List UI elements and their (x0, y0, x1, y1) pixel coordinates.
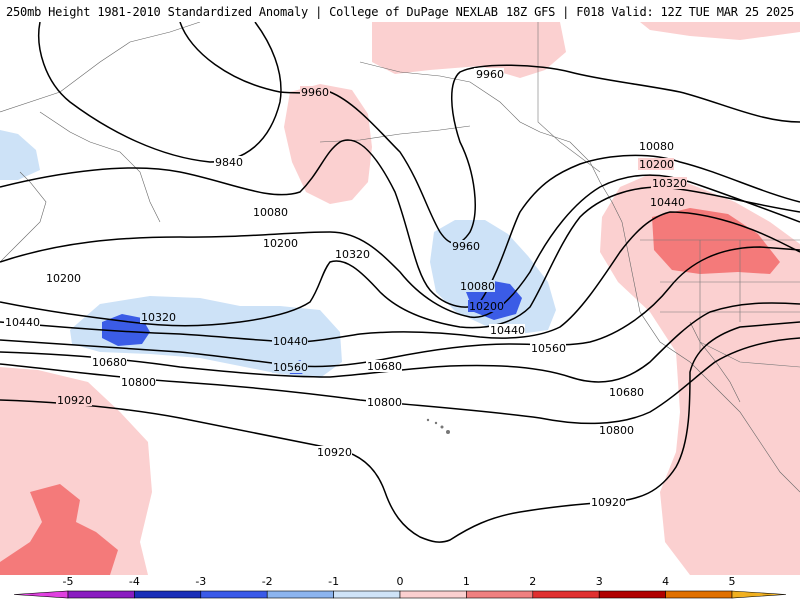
label-10200-west: 10200 (263, 237, 298, 250)
colorbar-segment (200, 590, 268, 599)
colorbar-lower-extend (13, 590, 69, 599)
positive-anomaly-bering (284, 84, 372, 204)
label-10680-central: 10680 (367, 360, 402, 373)
kamchatka-coast (39, 111, 161, 223)
label-10200-trough: 10200 (469, 300, 504, 313)
label-10440-far-west: 10440 (5, 316, 40, 329)
label-10680-west: 10680 (92, 356, 127, 369)
colorbar-segment (665, 590, 733, 599)
colorbar: -5 -4 -3 -2 -1 0 1 2 3 4 5 (13, 575, 787, 599)
label-10560-west: 10560 (273, 361, 308, 374)
label-10080-west: 10080 (253, 206, 288, 219)
state-borders (660, 240, 800, 352)
label-10320-ridge: 10320 (335, 248, 370, 261)
colorbar-tick-label: -1 (328, 575, 339, 588)
label-10800-east: 10800 (599, 424, 634, 437)
label-10560-east: 10560 (531, 342, 566, 355)
contour-10200 (0, 174, 800, 319)
asia-coast (0, 22, 201, 113)
hawaii-islands (426, 418, 450, 434)
positive-anomaly-arctic-east (640, 22, 800, 40)
negative-anomaly-strong-1 (102, 314, 150, 346)
label-10680-east: 10680 (609, 386, 644, 399)
positive-anomaly-arctic (372, 22, 566, 78)
anomaly-map: 9840 9960 9960 9960 10080 10080 10080 10… (0, 22, 800, 575)
label-10920-west: 10920 (57, 394, 92, 407)
label-9960-trough: 9960 (452, 240, 480, 253)
contour-10440 (0, 211, 800, 343)
positive-anomaly-southwest-strong (0, 484, 118, 575)
model-run-info: 18Z GFS | F018 Valid: 12Z TUE MAR 25 202… (505, 5, 794, 19)
label-10440-trough: 10440 (490, 324, 525, 337)
label-10440-west: 10440 (273, 335, 308, 348)
contour-10800 (0, 337, 800, 425)
colorbar-tick-label: -2 (262, 575, 273, 588)
colorbar-segment (598, 590, 666, 599)
contour-10320 (0, 186, 800, 329)
label-10320-east: 10320 (652, 177, 687, 190)
contour-labels: 9840 9960 9960 9960 10080 10080 10080 10… (4, 68, 687, 509)
label-10440-east: 10440 (650, 196, 685, 209)
label-10320-west: 10320 (141, 311, 176, 324)
label-10080-east: 10080 (639, 140, 674, 153)
alaska-canada-border (537, 22, 601, 173)
negative-anomaly-west (0, 130, 40, 180)
label-10200-east: 10200 (639, 158, 674, 171)
colorbar-segment (466, 590, 534, 599)
colorbar-tick-label: -4 (129, 575, 140, 588)
colorbar-tick-label: 0 (397, 575, 404, 588)
label-9960-north: 9960 (476, 68, 504, 81)
colorbar-tick-label: 1 (463, 575, 470, 588)
label-10800-central: 10800 (367, 396, 402, 409)
colorbar-tick-labels: -5 -4 -3 -2 -1 0 1 2 3 4 5 (63, 575, 736, 588)
label-10920-east: 10920 (591, 496, 626, 509)
contour-10560 (0, 246, 800, 368)
colorbar-tick-label: 5 (729, 575, 736, 588)
label-10800-west: 10800 (121, 376, 156, 389)
label-10080-trough: 10080 (460, 280, 495, 293)
colorbar-tick-label: -5 (63, 575, 74, 588)
anomaly-shading (0, 22, 800, 575)
contour-10920 (0, 321, 800, 543)
positive-anomaly-westcoast-strong (652, 208, 780, 274)
map-title: 250mb Height 1981-2010 Standardized Anom… (6, 5, 498, 19)
colorbar-tick-label: 2 (529, 575, 536, 588)
colorbar-tick-label: 3 (596, 575, 603, 588)
contour-10680 (0, 302, 800, 383)
us-mexico-border (699, 341, 800, 368)
label-10920-central: 10920 (317, 446, 352, 459)
label-10200-far-west: 10200 (46, 272, 81, 285)
label-9960-bering: 9960 (301, 86, 329, 99)
positive-anomaly-southwest (0, 367, 152, 575)
contour-9840 (38, 22, 282, 163)
colorbar-tick-label: 4 (662, 575, 669, 588)
colorbar-segment (266, 590, 334, 599)
colorbar-tick-label: -3 (195, 575, 206, 588)
map-header: 250mb Height 1981-2010 Standardized Anom… (0, 0, 800, 22)
colorbar-segment (532, 590, 600, 599)
colorbar-segment (333, 590, 401, 599)
colorbar-segment (399, 590, 467, 599)
colorbar-segment (67, 590, 135, 599)
borders (537, 22, 800, 368)
north-america-coast (621, 221, 800, 493)
colorbar-segment (134, 590, 202, 599)
contour-10080 (0, 139, 800, 308)
colorbar-upper-extend (731, 590, 787, 599)
label-9840: 9840 (215, 156, 243, 169)
colorbar-bar (13, 590, 787, 599)
